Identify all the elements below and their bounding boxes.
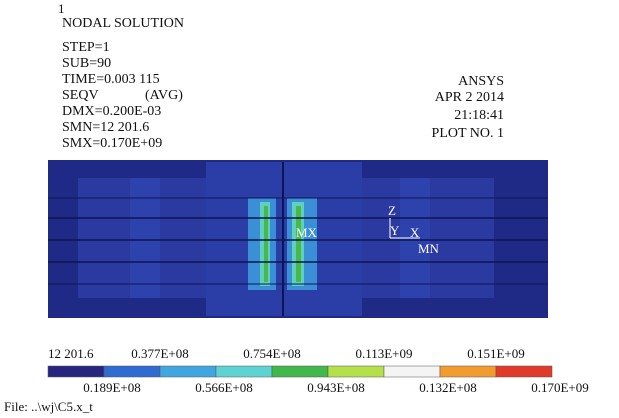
window-number: 1 — [58, 1, 65, 16]
legend-label: 12 201.6 — [48, 346, 94, 361]
legend-label: 0.943E+08 — [307, 380, 365, 395]
info: TIME=0.003 115 — [62, 72, 160, 87]
info: SMN=12 201.6 — [62, 120, 149, 135]
stamp: 21:18:41 — [454, 108, 504, 123]
legend-label: 0.566E+08 — [195, 380, 253, 395]
stamp: PLOT NO. 1 — [432, 126, 504, 141]
legend-label: 0.132E+08 — [419, 380, 477, 395]
legend-label: 0.754E+08 — [243, 346, 301, 361]
model-label: Y — [390, 223, 400, 238]
file-name: File: ..\wj\C5.x_t — [4, 399, 93, 414]
legend-label: 0.377E+08 — [131, 346, 189, 361]
stamp: APR 2 2014 — [435, 90, 504, 105]
model-label: MN — [418, 241, 440, 256]
model-label: X — [410, 225, 420, 240]
title: NODAL SOLUTION — [62, 16, 184, 31]
model-label: MX — [296, 225, 318, 240]
color-bar — [48, 366, 552, 377]
legend-label: 0.151E+09 — [467, 346, 525, 361]
ansys-window: 1 NODAL SOLUTION STEP=1 SUB=90 TIME=0.00… — [0, 0, 619, 418]
info: STEP=1 — [62, 40, 110, 55]
info: SUB=90 — [62, 56, 111, 71]
model-label: Z — [388, 203, 396, 218]
legend-label: 0.113E+09 — [355, 346, 412, 361]
info: (AVG) — [145, 88, 183, 103]
legend-label: 0.170E+09 — [531, 380, 589, 395]
info: DMX=0.200E-03 — [62, 104, 161, 119]
legend-label: 0.189E+08 — [83, 380, 141, 395]
stamp: ANSYS — [458, 74, 504, 89]
info: SMX=0.170E+09 — [62, 136, 162, 151]
info: SEQV — [62, 88, 99, 103]
